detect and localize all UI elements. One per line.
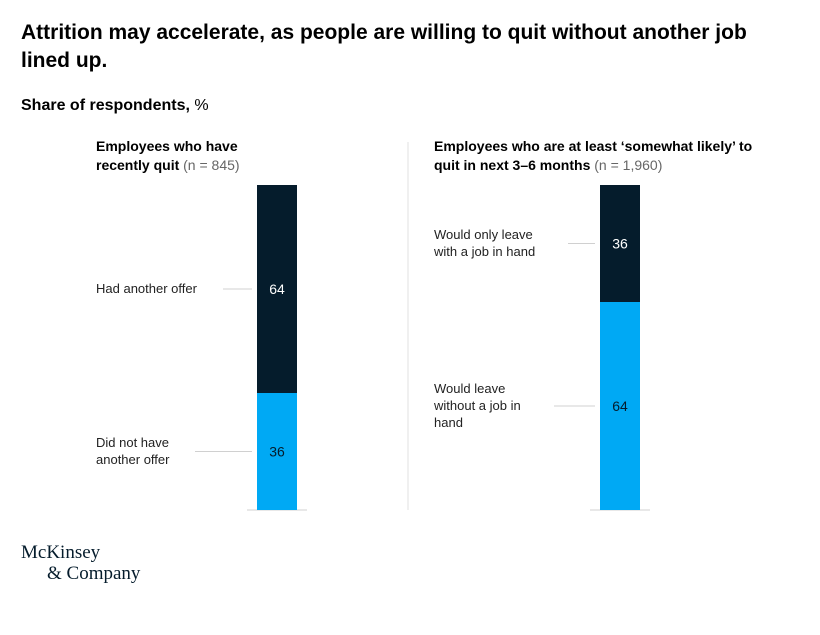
sample-size: (n = 1,960)	[594, 157, 663, 173]
series-label: Would only leave with a job in hand	[433, 227, 535, 259]
logo-line-2: & Company	[47, 563, 141, 584]
series-label: Did not have another offer	[96, 435, 170, 467]
bar-segment	[600, 302, 640, 510]
panel-title-recently-quit: Employees who have recently quit (n = 84…	[96, 137, 276, 175]
subtitle-text: Share of respondents,	[21, 97, 190, 114]
bar-segment	[257, 185, 297, 393]
chart-subtitle: Share of respondents, %	[21, 97, 209, 115]
series-label: Would leave without a job in hand	[433, 381, 521, 430]
data-label: 64	[269, 281, 285, 297]
series-label: Had another offer	[96, 281, 198, 296]
bar-segment	[600, 185, 640, 302]
sample-size: (n = 845)	[183, 157, 240, 173]
data-label: 36	[612, 236, 628, 252]
subtitle-unit: %	[194, 97, 209, 114]
panel-title-likely-to-quit: Employees who are at least ‘somewhat lik…	[434, 137, 774, 175]
panel-title-text: Employees who are at least ‘somewhat lik…	[434, 138, 753, 173]
chart-title: Attrition may accelerate, as people are …	[21, 21, 747, 72]
logo-line-1: McKinsey	[21, 542, 101, 563]
mckinsey-logo: McKinsey & Company	[21, 542, 140, 584]
bar-segment	[257, 393, 297, 510]
panel-title-text: Employees who have recently quit	[96, 138, 238, 173]
data-label: 36	[269, 444, 285, 460]
data-label: 64	[612, 398, 628, 414]
